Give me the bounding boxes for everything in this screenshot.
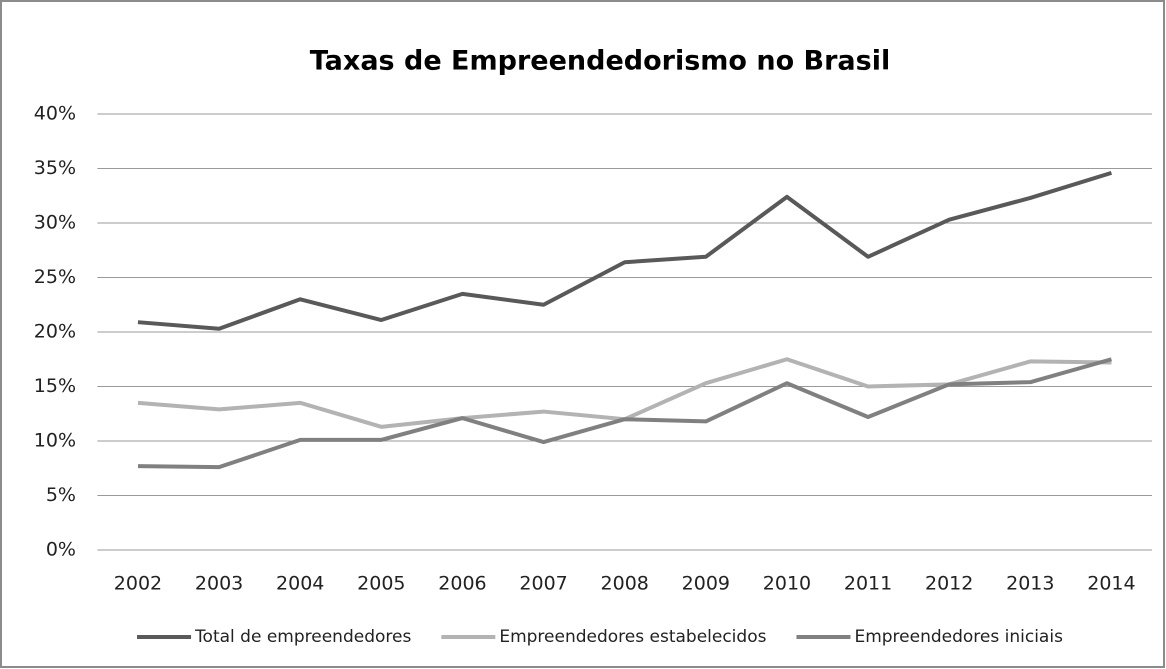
x-tick-label: 2002 bbox=[114, 573, 162, 595]
y-tick-label: 20% bbox=[34, 321, 76, 343]
series-line bbox=[137, 357, 1112, 470]
legend-label: Total de empreendedores bbox=[194, 627, 411, 647]
x-tick-label: 2013 bbox=[1006, 573, 1054, 595]
x-tick-label: 2005 bbox=[357, 573, 405, 595]
y-tick-label: 40% bbox=[34, 103, 76, 125]
series-line bbox=[137, 170, 1113, 331]
x-tick-label: 2004 bbox=[276, 573, 324, 595]
x-tick-label: 2010 bbox=[763, 573, 811, 595]
y-tick-label: 30% bbox=[34, 212, 76, 234]
y-tick-label: 25% bbox=[34, 266, 76, 288]
y-tick-label: 5% bbox=[46, 484, 76, 506]
y-tick-label: 15% bbox=[34, 375, 76, 397]
x-tick-label: 2009 bbox=[682, 573, 730, 595]
x-tick-label: 2011 bbox=[844, 573, 892, 595]
x-tick-label: 2006 bbox=[438, 573, 486, 595]
legend-label: Empreendedores estabelecidos bbox=[499, 627, 766, 647]
x-tick-label: 2008 bbox=[601, 573, 649, 595]
y-tick-label: 10% bbox=[34, 430, 76, 452]
x-tick-label: 2012 bbox=[925, 573, 973, 595]
x-tick-label: 2014 bbox=[1087, 573, 1135, 595]
chart-title: Taxas de Empreendedorismo no Brasil bbox=[310, 46, 890, 77]
legend-label: Empreendedores iniciais bbox=[854, 627, 1063, 647]
x-tick-label: 2007 bbox=[519, 573, 567, 595]
y-tick-label: 0% bbox=[46, 539, 76, 561]
y-tick-label: 35% bbox=[34, 157, 76, 179]
x-tick-label: 2003 bbox=[195, 573, 243, 595]
